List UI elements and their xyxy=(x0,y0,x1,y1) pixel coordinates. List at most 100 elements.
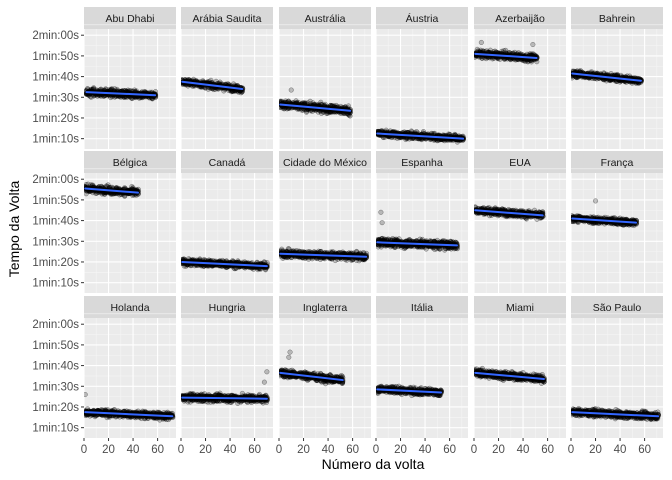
lap-point xyxy=(304,108,310,114)
lap-point xyxy=(324,110,330,116)
lap-point xyxy=(342,104,348,110)
lap-point xyxy=(525,58,531,64)
trend-line xyxy=(474,52,538,59)
lap-point xyxy=(285,98,292,104)
lap-point xyxy=(121,94,128,101)
lap-point xyxy=(212,86,218,92)
lap-point xyxy=(103,86,109,92)
lap-point xyxy=(408,128,414,134)
lap-point xyxy=(454,139,460,145)
lap-point xyxy=(363,250,370,256)
lap-point xyxy=(282,105,288,111)
lap-point xyxy=(230,81,237,87)
lap-point xyxy=(502,56,508,62)
lap-point xyxy=(281,106,287,112)
facet-strip xyxy=(84,7,176,29)
lap-point xyxy=(98,86,104,92)
lap-point xyxy=(107,86,113,92)
lap-point xyxy=(87,94,93,100)
lap-point xyxy=(124,94,130,100)
lap-point xyxy=(229,88,236,95)
panel-background xyxy=(279,29,371,149)
lap-point xyxy=(409,129,415,135)
lap-point xyxy=(431,130,437,137)
lap-point xyxy=(129,95,135,102)
lap-point xyxy=(300,100,306,106)
lap-point xyxy=(328,102,334,108)
lap-point xyxy=(309,108,315,114)
lap-point xyxy=(501,48,507,54)
lap-point xyxy=(94,93,101,99)
lap-point xyxy=(122,87,129,94)
lap-point xyxy=(431,137,437,143)
lap-point xyxy=(414,129,420,135)
lap-point xyxy=(339,110,345,116)
lap-point xyxy=(300,107,306,113)
lap-point xyxy=(282,98,289,104)
lap-point xyxy=(101,93,107,99)
lap-point xyxy=(307,101,314,107)
panel-background xyxy=(474,29,566,149)
lap-point xyxy=(190,83,196,89)
lap-point xyxy=(507,57,514,63)
lap-point xyxy=(512,57,519,63)
panel-background xyxy=(571,29,663,149)
facet-strip-label: Cidade do México xyxy=(283,157,367,169)
lap-point xyxy=(394,135,400,141)
facet-strip-label: Espanha xyxy=(401,157,443,169)
lap-point-outlier xyxy=(288,87,294,93)
facet-strip-label: Azerbaijão xyxy=(495,13,545,25)
facet-bahrein: Bahrein xyxy=(570,7,663,149)
trend-line xyxy=(181,80,244,90)
lap-point xyxy=(419,137,425,143)
lap-point xyxy=(128,88,134,94)
lap-point-outlier xyxy=(530,41,536,48)
lap-point xyxy=(577,68,584,74)
lap-point xyxy=(499,48,505,54)
lap-point xyxy=(345,103,352,109)
lap-point xyxy=(205,86,211,92)
facet-strip xyxy=(181,7,273,29)
trend-line xyxy=(85,91,157,97)
lap-point xyxy=(305,100,311,106)
lap-point xyxy=(293,98,299,104)
lap-point xyxy=(522,58,528,65)
lap-point xyxy=(345,111,351,117)
lap-point xyxy=(338,103,344,109)
facet-strip-label: Austrália xyxy=(305,13,346,25)
lap-point xyxy=(406,136,412,142)
lap-point xyxy=(329,103,335,109)
panel-background xyxy=(181,173,273,293)
lap-point xyxy=(280,105,286,111)
lap-point xyxy=(328,109,334,116)
lap-point xyxy=(307,98,313,104)
lap-point xyxy=(228,89,234,95)
facet-belgica: Bélgica xyxy=(83,151,176,293)
lap-point xyxy=(152,89,159,95)
lap-point xyxy=(380,134,386,141)
lap-point xyxy=(507,50,513,56)
lap-point xyxy=(318,99,324,105)
lap-point xyxy=(528,59,535,65)
panel-background xyxy=(84,29,176,149)
lap-point xyxy=(432,130,438,136)
lap-point xyxy=(108,86,114,92)
lap-point xyxy=(331,103,337,109)
lap-point xyxy=(492,48,498,54)
facet-strip xyxy=(571,7,663,29)
lap-point xyxy=(202,85,208,91)
lap-point xyxy=(191,76,197,82)
trend-line xyxy=(279,103,352,112)
lap-point xyxy=(528,51,534,57)
lap-point xyxy=(213,78,219,84)
lap-point xyxy=(284,106,290,112)
facet-strip xyxy=(376,7,468,29)
lap-point xyxy=(320,109,327,115)
lap-point xyxy=(303,109,310,115)
lap-point xyxy=(236,89,242,95)
facet-australia: Austrália xyxy=(278,7,371,149)
panel-background xyxy=(279,173,371,293)
lap-point xyxy=(286,98,292,104)
